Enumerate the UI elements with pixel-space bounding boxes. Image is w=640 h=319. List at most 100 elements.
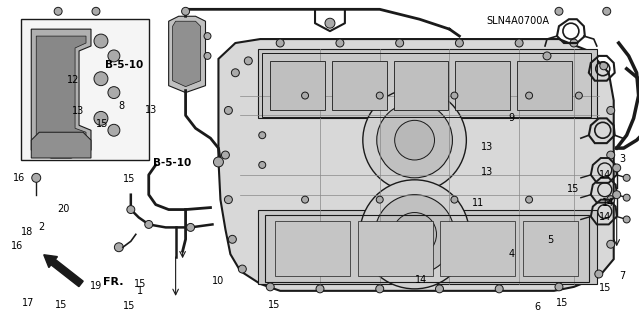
Text: 15: 15 xyxy=(568,184,580,194)
Circle shape xyxy=(54,7,62,15)
Circle shape xyxy=(360,180,469,289)
Circle shape xyxy=(325,18,335,28)
Circle shape xyxy=(92,7,100,15)
Text: 5: 5 xyxy=(548,235,554,245)
Text: 15: 15 xyxy=(268,300,280,310)
Text: 15: 15 xyxy=(123,174,135,184)
Text: 10: 10 xyxy=(212,276,224,286)
Circle shape xyxy=(495,285,503,293)
Bar xyxy=(259,210,596,284)
Text: 9: 9 xyxy=(508,113,514,123)
Text: 14: 14 xyxy=(599,212,612,222)
Circle shape xyxy=(108,124,120,136)
Circle shape xyxy=(575,92,582,99)
Text: 16: 16 xyxy=(11,241,24,250)
Text: 19: 19 xyxy=(90,281,102,291)
Bar xyxy=(440,221,515,276)
Circle shape xyxy=(595,270,603,278)
Circle shape xyxy=(94,34,108,48)
Circle shape xyxy=(375,195,454,274)
Bar xyxy=(394,61,449,110)
Circle shape xyxy=(612,191,621,199)
Text: 8: 8 xyxy=(118,101,124,111)
Circle shape xyxy=(600,62,608,70)
Circle shape xyxy=(603,7,611,15)
Circle shape xyxy=(182,7,189,15)
Circle shape xyxy=(555,7,563,15)
Circle shape xyxy=(377,102,452,178)
Circle shape xyxy=(607,107,614,115)
Circle shape xyxy=(259,161,266,168)
Text: 14: 14 xyxy=(599,170,612,180)
Bar xyxy=(259,49,596,118)
Text: 1: 1 xyxy=(137,286,143,296)
Polygon shape xyxy=(218,39,614,291)
Circle shape xyxy=(301,196,308,203)
Text: 2: 2 xyxy=(38,221,44,232)
Circle shape xyxy=(612,164,621,172)
Circle shape xyxy=(607,151,614,159)
Circle shape xyxy=(336,39,344,47)
Circle shape xyxy=(301,92,308,99)
Circle shape xyxy=(244,57,252,65)
Text: B-5-10: B-5-10 xyxy=(104,60,143,70)
Bar xyxy=(21,19,148,160)
Circle shape xyxy=(396,39,404,47)
Circle shape xyxy=(225,107,232,115)
Bar xyxy=(358,221,433,276)
Text: 15: 15 xyxy=(599,283,612,293)
Circle shape xyxy=(32,174,41,182)
Bar xyxy=(270,61,325,110)
Text: 15: 15 xyxy=(123,301,135,311)
Circle shape xyxy=(238,265,246,273)
Circle shape xyxy=(623,194,630,201)
Text: FR.: FR. xyxy=(103,277,124,287)
Text: 13: 13 xyxy=(481,143,493,152)
Circle shape xyxy=(456,39,463,47)
Circle shape xyxy=(525,196,532,203)
Circle shape xyxy=(363,89,467,192)
Text: 12: 12 xyxy=(67,75,79,85)
Text: 20: 20 xyxy=(58,204,70,214)
Bar xyxy=(456,61,510,110)
Text: 13: 13 xyxy=(72,107,84,116)
Circle shape xyxy=(623,174,630,181)
Circle shape xyxy=(259,132,266,139)
Polygon shape xyxy=(173,21,200,87)
Polygon shape xyxy=(169,16,205,93)
Text: 15: 15 xyxy=(96,119,108,129)
Circle shape xyxy=(115,243,124,252)
Text: 14: 14 xyxy=(415,275,427,285)
Text: 4: 4 xyxy=(508,249,514,259)
Text: SLN4A0700A: SLN4A0700A xyxy=(486,16,549,26)
Circle shape xyxy=(451,92,458,99)
Circle shape xyxy=(393,212,436,256)
Text: 14: 14 xyxy=(602,198,614,208)
Circle shape xyxy=(607,240,614,248)
FancyArrow shape xyxy=(44,255,83,287)
Circle shape xyxy=(607,196,614,204)
Polygon shape xyxy=(31,132,91,158)
Circle shape xyxy=(543,52,551,60)
Polygon shape xyxy=(36,36,86,152)
Text: 13: 13 xyxy=(145,105,157,115)
Circle shape xyxy=(228,235,236,243)
Text: 3: 3 xyxy=(620,154,626,164)
Text: B-5-10: B-5-10 xyxy=(153,158,191,168)
Circle shape xyxy=(108,50,120,62)
Circle shape xyxy=(94,111,108,125)
Text: 7: 7 xyxy=(620,271,626,281)
Circle shape xyxy=(225,196,232,204)
Polygon shape xyxy=(31,29,91,158)
Text: 15: 15 xyxy=(134,279,147,289)
Text: 15: 15 xyxy=(54,300,67,310)
Text: 15: 15 xyxy=(556,298,568,308)
Circle shape xyxy=(145,220,153,228)
Circle shape xyxy=(204,52,211,59)
Circle shape xyxy=(435,285,444,293)
Text: 17: 17 xyxy=(22,298,35,308)
Circle shape xyxy=(555,283,563,291)
Circle shape xyxy=(451,196,458,203)
Circle shape xyxy=(214,157,223,167)
Text: 18: 18 xyxy=(20,227,33,237)
